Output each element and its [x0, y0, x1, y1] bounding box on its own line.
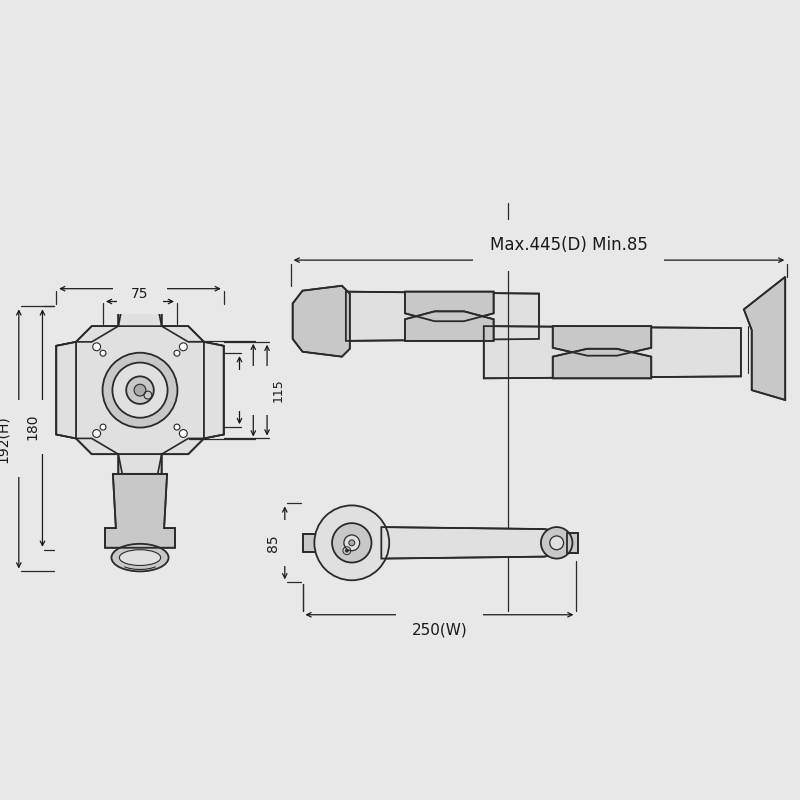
Polygon shape: [56, 306, 224, 474]
Circle shape: [314, 506, 390, 580]
Circle shape: [332, 523, 371, 562]
Circle shape: [174, 424, 180, 430]
Polygon shape: [293, 286, 350, 357]
Circle shape: [346, 550, 348, 552]
Circle shape: [179, 430, 187, 438]
Text: 192(H): 192(H): [0, 415, 10, 462]
Polygon shape: [76, 326, 204, 454]
Circle shape: [541, 527, 573, 558]
Polygon shape: [105, 474, 175, 548]
Text: 100: 100: [258, 378, 270, 402]
Polygon shape: [204, 342, 224, 438]
Circle shape: [550, 536, 563, 550]
Ellipse shape: [119, 550, 161, 566]
Polygon shape: [405, 311, 494, 341]
Polygon shape: [382, 527, 569, 558]
Polygon shape: [118, 454, 162, 474]
Circle shape: [126, 376, 154, 404]
Circle shape: [174, 350, 180, 356]
Text: 100: 100: [127, 272, 153, 286]
Polygon shape: [405, 292, 494, 321]
Text: 75: 75: [131, 286, 149, 301]
Circle shape: [102, 353, 178, 427]
Polygon shape: [346, 292, 539, 341]
Text: 115: 115: [271, 378, 285, 402]
Polygon shape: [744, 277, 786, 400]
Polygon shape: [553, 349, 651, 378]
Circle shape: [344, 535, 360, 550]
Text: 180: 180: [26, 414, 40, 440]
Text: 85: 85: [266, 534, 280, 552]
Circle shape: [100, 350, 106, 356]
Ellipse shape: [111, 544, 169, 571]
Polygon shape: [566, 533, 578, 553]
Text: 75: 75: [245, 382, 258, 398]
Circle shape: [134, 384, 146, 396]
Circle shape: [113, 362, 167, 418]
Circle shape: [179, 343, 187, 350]
Circle shape: [93, 343, 101, 350]
Polygon shape: [553, 326, 651, 356]
Text: 250(W): 250(W): [411, 622, 467, 637]
Polygon shape: [118, 306, 162, 326]
Polygon shape: [484, 326, 741, 378]
Circle shape: [349, 540, 354, 546]
Circle shape: [100, 424, 106, 430]
Circle shape: [93, 430, 101, 438]
Text: Max.445(D) Min.85: Max.445(D) Min.85: [490, 236, 647, 254]
Polygon shape: [56, 342, 76, 438]
Polygon shape: [302, 534, 485, 552]
